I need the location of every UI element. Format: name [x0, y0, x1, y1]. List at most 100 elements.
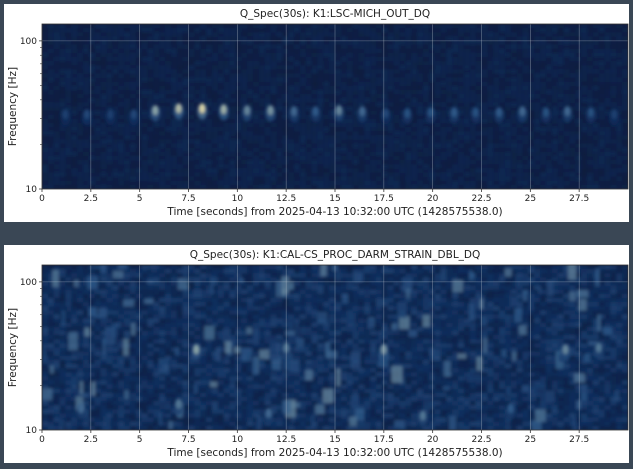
heatmap-cell — [94, 269, 102, 274]
heatmap-cell — [65, 180, 72, 186]
y-axis-label: Frequency [Hz] — [7, 67, 19, 146]
heatmap-cell — [223, 69, 231, 75]
heatmap-cell — [206, 73, 213, 79]
heatmap-cell — [481, 151, 488, 157]
heatmap-cell — [170, 135, 178, 141]
heatmap-cell — [53, 81, 61, 87]
heatmap-cell — [59, 106, 67, 112]
heatmap-cell — [270, 293, 277, 299]
heatmap-cell — [393, 90, 401, 95]
heatmap-cell — [311, 28, 319, 33]
heatmap-cell — [346, 147, 354, 153]
heatmap-cell — [610, 90, 617, 95]
heatmap-cell — [393, 24, 401, 29]
heatmap-cell — [428, 40, 436, 46]
heatmap-cell — [417, 281, 424, 287]
heatmap-cell — [59, 127, 67, 132]
heatmap-cell — [42, 94, 49, 99]
heatmap-cell — [118, 69, 125, 75]
heatmap-cell — [100, 48, 108, 54]
heatmap-cell — [282, 156, 289, 161]
heatmap-cell — [335, 48, 342, 54]
heatmap-cell — [340, 73, 348, 79]
heatmap-cell — [551, 110, 559, 116]
heatmap-cell — [129, 32, 137, 37]
heatmap-cell — [504, 135, 512, 141]
heatmap-cell — [469, 147, 477, 153]
heatmap-cell — [253, 139, 260, 145]
heatmap-cell — [106, 172, 113, 178]
heatmap-cell — [77, 48, 84, 54]
heatmap-cell — [317, 285, 324, 291]
heatmap-cell — [77, 114, 84, 120]
heatmap-cell — [253, 90, 260, 95]
heatmap-cell — [88, 172, 96, 178]
heatmap-cell — [241, 73, 248, 79]
heatmap-cell — [264, 281, 272, 287]
heatmap-cell — [393, 36, 401, 42]
heatmap-cell — [165, 52, 172, 58]
heatmap-cell — [381, 176, 389, 182]
heatmap-cell — [405, 81, 412, 87]
heatmap-cell — [346, 32, 354, 37]
heatmap-cell — [534, 110, 541, 116]
heatmap-cell — [493, 156, 500, 161]
heatmap-cell — [53, 135, 61, 141]
heatmap-cell — [598, 24, 606, 29]
heatmap-cell — [182, 184, 190, 189]
heatmap-cell — [393, 289, 401, 295]
heatmap-cell — [340, 139, 348, 145]
heatmap-cell — [563, 180, 570, 186]
heatmap-cell — [235, 176, 242, 182]
heatmap-cell — [516, 81, 524, 87]
heatmap-cell — [557, 123, 565, 128]
heatmap-cell — [417, 131, 424, 136]
heatmap-cell — [493, 24, 500, 29]
heatmap-cell — [522, 90, 529, 95]
heatmap-cell — [563, 147, 570, 153]
heatmap-cell — [241, 28, 248, 33]
heatmap-cell — [604, 48, 612, 54]
heatmap-cell — [463, 298, 471, 303]
heatmap-cell — [598, 32, 606, 37]
heatmap-cell — [581, 44, 588, 50]
heatmap-cell — [176, 293, 184, 299]
heatmap-cell — [311, 77, 319, 83]
heatmap-cell — [417, 123, 424, 128]
heatmap-cell — [428, 139, 436, 145]
heatmap-cell — [59, 81, 67, 87]
heatmap-cell — [276, 164, 283, 169]
heatmap-cell — [47, 160, 55, 165]
heatmap-cell — [258, 139, 266, 145]
heatmap-cell — [458, 293, 465, 299]
heatmap-cell — [516, 176, 524, 182]
heatmap-cell — [528, 106, 535, 112]
heatmap-cell — [434, 285, 442, 291]
heatmap-cell — [241, 269, 248, 274]
heatmap-cell — [129, 273, 137, 278]
heatmap-cell — [499, 57, 506, 62]
heatmap-cell — [604, 184, 612, 189]
heatmap-cell — [182, 293, 190, 299]
heatmap-cell — [165, 131, 172, 136]
heatmap-cell — [217, 32, 225, 37]
heatmap-cell — [340, 77, 348, 83]
heatmap-cell — [94, 52, 102, 58]
heatmap-cell — [557, 110, 565, 116]
heatmap-cell — [200, 85, 207, 91]
heatmap-cell — [469, 57, 477, 62]
heatmap-cell — [487, 44, 494, 50]
feature-blob — [83, 109, 90, 120]
heatmap-cell — [241, 123, 248, 128]
heatmap-cell — [112, 168, 119, 174]
heatmap-cell — [528, 102, 535, 108]
heatmap-cell — [129, 139, 137, 145]
heatmap-cell — [258, 151, 266, 157]
heatmap-cell — [534, 184, 541, 189]
heatmap-cell — [83, 123, 90, 128]
heatmap-cell — [100, 24, 108, 29]
heatmap-cell — [364, 106, 371, 112]
heatmap-cell — [270, 180, 277, 186]
heatmap-cell — [481, 139, 488, 145]
heatmap-cell — [305, 94, 313, 99]
